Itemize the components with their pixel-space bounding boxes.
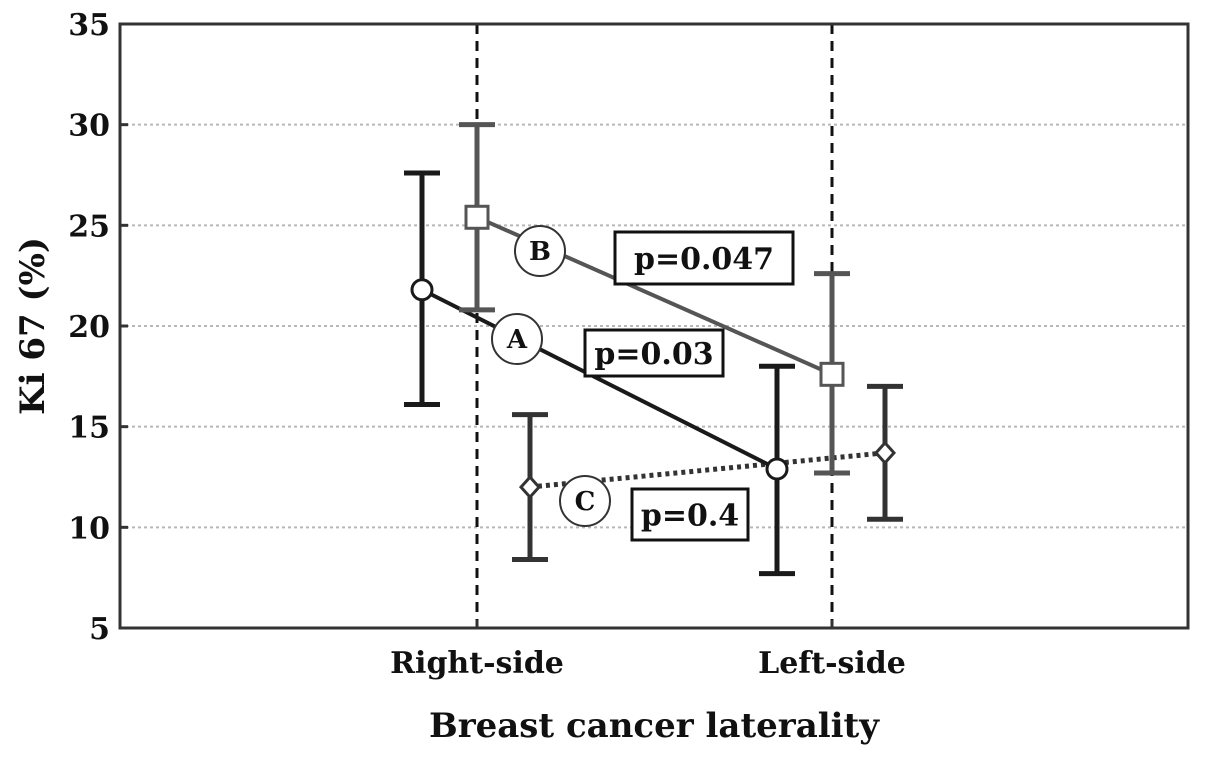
p-value-box	[583, 328, 725, 378]
p-value-label-C: p=0.4	[641, 499, 739, 534]
point-marker	[410, 278, 434, 302]
grid-layer	[120, 123, 1188, 529]
p-value-label-A: p=0.03	[594, 337, 713, 372]
point-marker	[765, 457, 789, 481]
series-B	[459, 122, 850, 476]
axis-layer: 5 10 15 20 25 30 35 Right-side Left-side	[68, 8, 906, 681]
y-tick-label: 20	[68, 310, 110, 345]
p-value-label-B: p=0.047	[634, 242, 774, 277]
series-letter-circle	[514, 225, 566, 277]
point-marker	[518, 474, 542, 500]
series-letter-circle	[491, 313, 543, 365]
x-tick-label: Right-side	[390, 646, 564, 681]
series-letter-circle	[559, 475, 611, 527]
point-marker	[464, 204, 490, 230]
y-tick-label: 15	[68, 411, 110, 446]
series-label-B: B	[529, 237, 551, 267]
x-axis-title: Breast cancer laterality	[429, 706, 880, 746]
y-tick-label: 5	[89, 612, 110, 647]
p-value-box	[630, 487, 750, 542]
series-label-C: C	[575, 487, 596, 517]
y-tick-label: 35	[68, 8, 110, 43]
x-tick-label: Left-side	[758, 646, 906, 681]
series-C	[512, 383, 903, 563]
series-line-A	[421, 287, 778, 471]
y-axis-title: Ki 67 (%)	[13, 237, 53, 415]
p-value-box	[613, 230, 795, 286]
point-marker	[873, 440, 897, 466]
series-label-A: A	[506, 325, 528, 355]
point-marker	[819, 361, 845, 387]
y-tick-label: 25	[68, 209, 110, 244]
y-tick-label: 30	[68, 109, 110, 144]
y-tick-label: 10	[68, 511, 110, 546]
series-A	[404, 170, 795, 577]
